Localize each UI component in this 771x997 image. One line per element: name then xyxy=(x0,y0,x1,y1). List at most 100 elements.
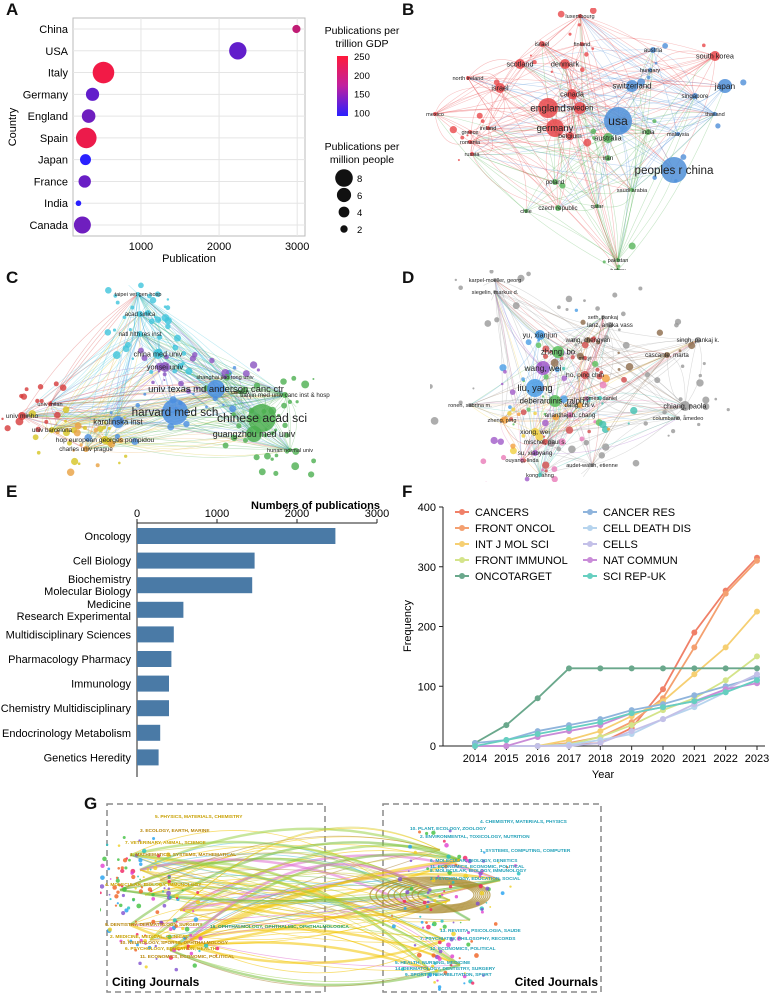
d-node xyxy=(601,338,605,342)
c-link xyxy=(224,376,286,396)
c-node xyxy=(135,403,141,408)
overlay-dot xyxy=(162,903,167,908)
overlay-dot xyxy=(437,955,441,959)
overlay-dot xyxy=(149,868,152,871)
d-link xyxy=(579,316,604,406)
c-node xyxy=(131,437,139,446)
network-d-nodes xyxy=(430,270,730,482)
c-link xyxy=(85,293,139,450)
b-link xyxy=(617,189,633,261)
d-link xyxy=(534,417,679,433)
chart-f-y-tick: 100 xyxy=(418,681,436,693)
b-link xyxy=(471,55,716,155)
d-link xyxy=(521,357,586,461)
b-label: israel xyxy=(535,41,550,48)
c-link xyxy=(139,333,263,419)
network-b-labels: luxembourg israel finland austria south kore… xyxy=(426,14,735,270)
c-node xyxy=(270,431,275,436)
c-node xyxy=(44,419,49,424)
overlay-dot xyxy=(147,945,152,950)
c-link xyxy=(116,293,139,423)
b-link xyxy=(519,15,581,65)
d-link xyxy=(534,339,699,433)
overlay-right-label: 8. MOLECULAR, BIOLOGY, IMMUNOLOGY xyxy=(430,868,527,874)
overlay-dot xyxy=(433,961,437,965)
c-link xyxy=(117,421,291,451)
d-link xyxy=(539,357,586,476)
chart-f-legend-label: CELLS xyxy=(603,539,638,551)
c-link xyxy=(157,353,241,393)
overlay-dot xyxy=(497,861,500,864)
b-node xyxy=(592,136,596,140)
overlay-dot xyxy=(124,866,128,870)
chart-f-legend-label: CELL DEATH DIS xyxy=(603,523,691,535)
b-link xyxy=(434,108,619,122)
d-node xyxy=(702,361,706,366)
b-label: luxembourg xyxy=(565,14,594,20)
chart-e-category-label: Chemistry Multidisciplinary xyxy=(1,703,132,715)
overlay-dot xyxy=(122,887,127,892)
d-link xyxy=(494,291,523,461)
c-link xyxy=(51,313,141,431)
network-b-nodes xyxy=(433,8,747,270)
d-node xyxy=(678,349,682,353)
overlay-dot xyxy=(134,887,137,890)
overlay-dot xyxy=(427,896,429,899)
b-link xyxy=(469,131,609,159)
chart-e-bar xyxy=(137,749,159,766)
d-node xyxy=(606,427,611,431)
c-link xyxy=(21,391,241,419)
overlay-dot xyxy=(409,886,414,891)
b-label: malaysia xyxy=(667,132,690,138)
c-link xyxy=(104,439,291,451)
c-link xyxy=(128,285,139,295)
b-link xyxy=(564,63,619,270)
d-node xyxy=(630,406,638,415)
b-link xyxy=(434,63,521,115)
b-link xyxy=(499,87,619,261)
b-link xyxy=(469,141,633,191)
c-link xyxy=(117,293,139,423)
d-node xyxy=(542,461,550,469)
overlay-dot xyxy=(440,919,444,923)
chart-e-category-label: Biochemistry xyxy=(68,574,131,586)
b-link xyxy=(554,131,649,183)
d-node xyxy=(726,408,730,412)
overlay-citation-arcs xyxy=(119,826,501,987)
b-node xyxy=(680,154,687,160)
b-label: belgium xyxy=(558,133,582,140)
d-node-yu-xianjun xyxy=(535,330,545,340)
chart-f-legend-label: CANCER RES xyxy=(603,507,675,519)
chart-e-x-tick: 3000 xyxy=(365,508,389,520)
b-label: finland xyxy=(574,42,590,48)
d-link xyxy=(494,291,503,421)
c-node xyxy=(165,305,171,311)
b-link xyxy=(525,210,619,261)
overlay-dot xyxy=(480,910,484,914)
chart-e-x-tick: 0 xyxy=(134,508,140,520)
c-link xyxy=(164,366,255,435)
overlay-left-label: 5. PHYSICS, MATERIALS, CHEMISTRY xyxy=(155,814,243,820)
d-node xyxy=(599,420,607,428)
b-link xyxy=(499,15,581,89)
d-node xyxy=(552,414,560,421)
d-link xyxy=(469,351,559,406)
chart-f-point xyxy=(660,716,666,723)
c-link xyxy=(137,293,291,451)
d-link xyxy=(501,419,546,446)
overlay-dot xyxy=(444,843,449,848)
c-link xyxy=(49,403,106,441)
b-link xyxy=(467,77,493,129)
c-label: karolinska inst xyxy=(93,418,143,427)
overlay-dot xyxy=(448,882,450,884)
d-node xyxy=(574,343,578,347)
c-link xyxy=(164,366,291,451)
b-label: austria xyxy=(644,47,663,54)
b-node xyxy=(637,78,645,87)
d-node xyxy=(602,443,610,451)
b-node xyxy=(591,47,595,50)
c-node xyxy=(192,392,195,396)
c-link xyxy=(284,394,297,451)
chart-f-point xyxy=(628,710,635,717)
d-node xyxy=(580,319,586,325)
